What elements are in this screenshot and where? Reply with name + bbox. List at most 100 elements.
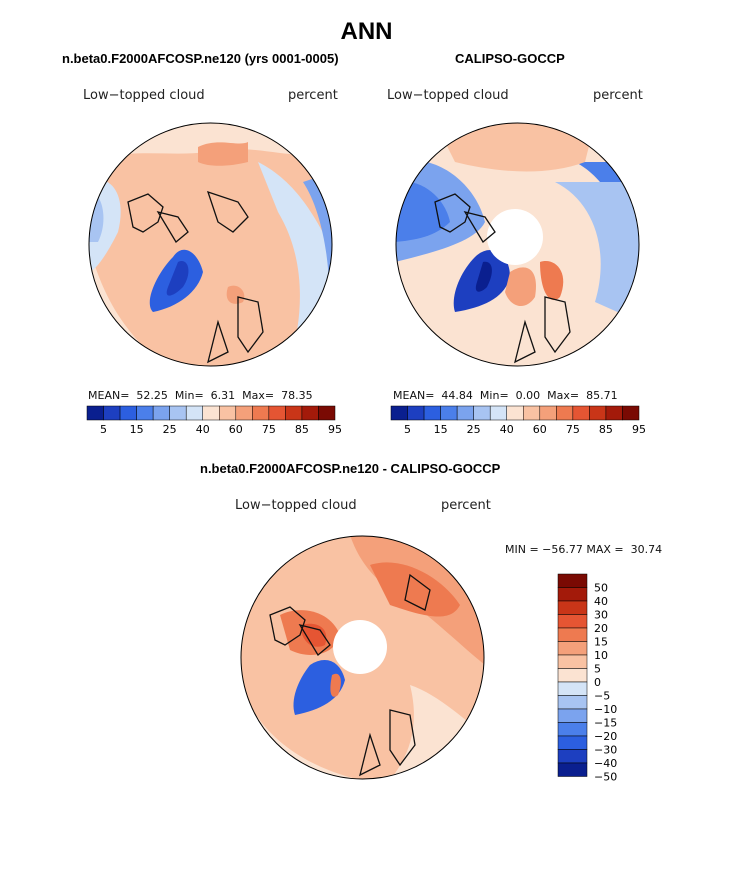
model-mean: 52.25 (136, 389, 168, 402)
model-colorbar: 5 15 25 40 60 75 85 95 (86, 405, 342, 436)
diff-colorbar-tick-label: 15 (594, 636, 608, 649)
obs-colorbar-tick-label: 95 (632, 423, 646, 436)
model-mean-label: MEAN= (88, 389, 130, 402)
obs-mean-label: MEAN= (393, 389, 435, 402)
model-stats: MEAN= 52.25 Min= 6.31 Max= 78.35 (88, 389, 313, 402)
model-colorbar-tick-label: 40 (196, 423, 210, 436)
model-colorbar-tick-label: 75 (262, 423, 276, 436)
model-colorbar-swatch (285, 405, 303, 421)
diff-colorbar-swatch (557, 654, 588, 669)
model-colorbar-tick-label: 85 (295, 423, 309, 436)
obs-colorbar: 5 15 25 40 60 75 85 95 (390, 405, 646, 436)
diff-colorbar-swatch (557, 735, 588, 750)
obs-colorbar-swatch (539, 405, 557, 421)
obs-colorbar-swatch (473, 405, 491, 421)
diff-colorbar-swatch (557, 641, 588, 656)
diff-colorbar-swatch (557, 749, 588, 764)
model-colorbar-swatch (318, 405, 336, 421)
diff-colorbar-swatch (557, 573, 588, 588)
model-colorbar-swatch (136, 405, 154, 421)
obs-colorbar-swatch (489, 405, 507, 421)
diff-variable-label: Low−topped cloud (235, 498, 357, 513)
model-colorbar-swatch (119, 405, 137, 421)
obs-colorbar-swatch (423, 405, 441, 421)
obs-min: 0.00 (515, 389, 541, 402)
obs-colorbar-swatch (407, 405, 425, 421)
diff-colorbar-tick-label: 30 (594, 609, 608, 622)
model-variable-label: Low−topped cloud (83, 88, 205, 103)
obs-colorbar-swatch (589, 405, 607, 421)
diff-colorbar-tick-label: −50 (594, 771, 617, 784)
model-polar-map (88, 122, 333, 367)
obs-stats: MEAN= 44.84 Min= 0.00 Max= 85.71 (393, 389, 618, 402)
obs-units-label: percent (593, 88, 643, 103)
diff-colorbar-swatch (557, 587, 588, 602)
model-colorbar-swatch (86, 405, 104, 421)
obs-colorbar-tick-label: 85 (599, 423, 613, 436)
diff-colorbar-swatch (557, 762, 588, 777)
model-colorbar-swatch (185, 405, 203, 421)
diff-colorbar-tick-label: −5 (594, 690, 610, 703)
obs-panel-heading: CALIPSO-GOCCP (455, 51, 565, 66)
obs-colorbar-tick-label: 60 (533, 423, 547, 436)
obs-colorbar-tick-label: 5 (404, 423, 411, 436)
model-colorbar-swatch (152, 405, 170, 421)
diff-colorbar-swatch (557, 681, 588, 696)
obs-max-label: Max= (547, 389, 580, 402)
obs-colorbar-swatch (622, 405, 640, 421)
model-colorbar-swatch (252, 405, 270, 421)
obs-colorbar-swatch (605, 405, 623, 421)
diff-colorbar-swatch (557, 614, 588, 629)
diff-colorbar-tick-label: 40 (594, 595, 608, 608)
diff-colorbar-swatch (557, 600, 588, 615)
obs-colorbar-swatch (390, 405, 408, 421)
model-colorbar-tick-label: 25 (163, 423, 177, 436)
model-colorbar-tick-label: 95 (328, 423, 342, 436)
diff-colorbar-tick-label: −15 (594, 717, 617, 730)
model-colorbar-swatch (169, 405, 187, 421)
figure-title: ANN (340, 18, 393, 45)
diff-colorbar-tick-label: 20 (594, 622, 608, 635)
obs-colorbar-swatch (456, 405, 474, 421)
model-colorbar-swatch (219, 405, 237, 421)
diff-colorbar-swatch (557, 668, 588, 683)
obs-colorbar-swatch (440, 405, 458, 421)
obs-colorbar-swatch (506, 405, 524, 421)
obs-polar-map (395, 122, 640, 367)
obs-colorbar-swatch (556, 405, 574, 421)
diff-colorbar-tick-label: 10 (594, 649, 608, 662)
obs-colorbar-tick-label: 40 (500, 423, 514, 436)
model-colorbar-swatch (202, 405, 220, 421)
diff-colorbar-tick-label: −20 (594, 730, 617, 743)
model-colorbar-swatch (268, 405, 286, 421)
model-colorbar-tick-label: 60 (229, 423, 243, 436)
diff-colorbar-swatch (557, 695, 588, 710)
diff-colorbar-tick-label: 50 (594, 582, 608, 595)
diff-colorbar-swatch (557, 708, 588, 723)
model-colorbar-swatch (301, 405, 319, 421)
diff-minmax: MIN = −56.77 MAX = 30.74 (505, 543, 663, 556)
diff-polar-map (240, 535, 485, 780)
model-min-label: Min= (174, 389, 204, 402)
obs-colorbar-tick-label: 75 (566, 423, 580, 436)
obs-min-label: Min= (479, 389, 509, 402)
diff-colorbar-swatch (557, 627, 588, 642)
obs-mean: 44.84 (441, 389, 473, 402)
diff-colorbar-tick-label: −30 (594, 744, 617, 757)
diff-panel-heading: n.beta0.F2000AFCOSP.ne120 - CALIPSO-GOCC… (200, 461, 501, 476)
obs-variable-label: Low−topped cloud (387, 88, 509, 103)
obs-colorbar-tick-label: 15 (434, 423, 448, 436)
model-min: 6.31 (210, 389, 236, 402)
obs-colorbar-swatch (572, 405, 590, 421)
model-colorbar-tick-label: 5 (100, 423, 107, 436)
diff-units-label: percent (441, 498, 491, 513)
diff-colorbar-tick-label: 0 (594, 676, 601, 689)
model-units-label: percent (288, 88, 338, 103)
model-colorbar-tick-label: 15 (130, 423, 144, 436)
obs-max: 85.71 (586, 389, 618, 402)
model-colorbar-swatch (103, 405, 121, 421)
model-max-label: Max= (242, 389, 275, 402)
diff-colorbar-swatch (557, 722, 588, 737)
diff-colorbar-tick-label: −10 (594, 703, 617, 716)
